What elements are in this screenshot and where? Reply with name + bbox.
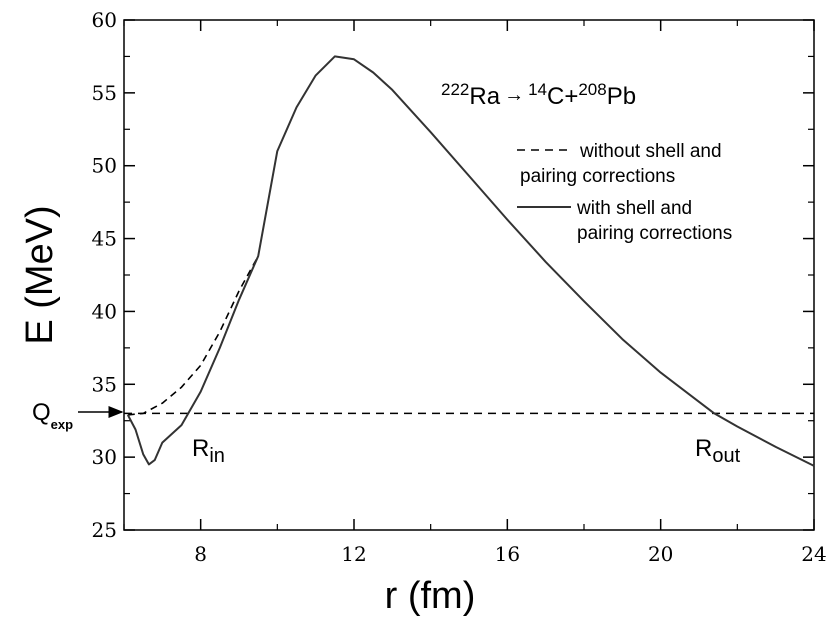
r-out-main: R [695,435,712,462]
series-group [126,55,815,467]
legend-dashed-line2: pairing corrections [520,166,675,187]
parent-symbol: Ra [469,83,500,110]
x-tick-label: 20 [648,542,673,566]
r-out-sub: out [712,445,740,467]
x-tick-label: 12 [341,542,366,566]
q-sub: exp [51,417,73,432]
x-tick-label: 8 [194,542,207,566]
q-exp-label: Qexp [32,399,73,432]
heavy-symbol: Pb [607,83,636,110]
y-tick-label: 25 [92,518,117,542]
reaction-arrow: → [504,84,524,106]
r-out-label: Rout [695,435,741,467]
y-tick-label: 55 [92,81,117,105]
parent-mass: 222 [441,80,469,99]
x-tick-label: 16 [495,542,520,566]
r-in-sub: in [209,445,225,467]
x-axis-label: r (fm) [385,575,476,617]
legend-dashed-line1: without shell and [579,141,722,162]
heavy-mass: 208 [578,80,606,99]
y-tick-label: 45 [92,227,117,251]
y-tick-label: 60 [92,8,117,32]
legend-solid-line2: pairing corrections [577,223,732,244]
y-tick-label: 50 [92,154,117,178]
y-axis-label: E (MeV) [19,205,61,344]
x-tick-labels: 8 12 16 20 24 [194,542,826,566]
reaction-label: 222Ra → 14C+208Pb [441,80,636,110]
axis-ticks [123,19,815,531]
q-main: Q [32,399,51,426]
y-tick-label: 30 [92,445,117,469]
plus-sign: + [564,83,578,110]
series-line-solid [126,55,815,467]
r-in-label: Rin [192,435,225,467]
y-tick-labels: 25 30 35 40 45 50 55 60 [92,8,117,542]
y-tick-label: 40 [92,299,117,323]
r-in-main: R [192,435,209,462]
light-mass: 14 [528,80,547,99]
legend-solid-line1: with shell and [576,198,692,219]
light-symbol: C [547,83,564,110]
series-line-dashed [127,255,259,416]
y-tick-label: 35 [92,372,117,396]
x-tick-label: 24 [801,542,826,566]
